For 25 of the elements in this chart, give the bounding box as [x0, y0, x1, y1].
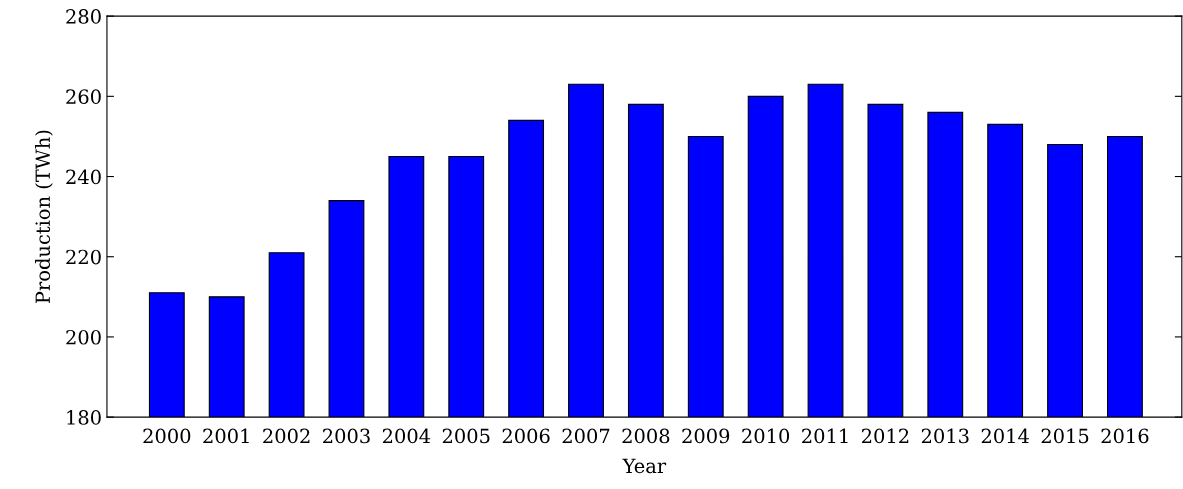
x-tick-label: 2006 — [502, 428, 550, 444]
x-tick-label: 2009 — [682, 428, 730, 444]
y-tick-label: 220 — [66, 249, 101, 265]
x-tick-label: 2010 — [742, 428, 790, 444]
x-tick-label: 2014 — [981, 428, 1029, 444]
x-tick-label: 2011 — [802, 428, 848, 444]
y-tick-label: 200 — [66, 329, 101, 345]
x-tick-label: 2013 — [921, 428, 969, 444]
x-axis-title: Year — [622, 458, 667, 474]
x-tick-label: 2002 — [263, 428, 310, 444]
x-tick-label: 2003 — [323, 428, 370, 444]
x-tick-label: 2000 — [143, 428, 191, 444]
y-axis-title: Production (TWh) — [35, 130, 53, 304]
y-tick-label: 280 — [66, 9, 101, 24]
y-tick-label: 240 — [66, 169, 101, 185]
x-tick-label: 2001 — [203, 428, 249, 444]
x-tick-label: 2016 — [1101, 428, 1149, 444]
x-tick-label: 2012 — [861, 428, 909, 444]
x-tick-label: 2015 — [1041, 428, 1089, 444]
x-tick-label: 2004 — [382, 428, 431, 444]
x-tick-label: 2005 — [442, 428, 490, 444]
y-tick-label: 260 — [66, 89, 101, 104]
x-tick-label: 2007 — [562, 428, 610, 444]
x-tick-label: 2008 — [622, 428, 670, 444]
y-tick-label: 180 — [67, 410, 101, 425]
